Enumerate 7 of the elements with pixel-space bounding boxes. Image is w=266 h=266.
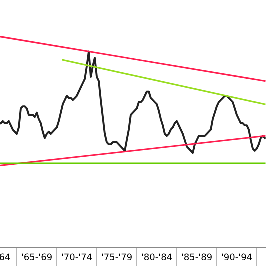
- x-tick-label: '90-'94: [222, 254, 252, 261]
- x-tick-label: '70-'74: [62, 254, 92, 261]
- x-tick-label: 64: [0, 254, 10, 261]
- x-tick-label: '85-'89: [182, 254, 212, 261]
- x-tick-label: '65-'69: [22, 254, 52, 261]
- x-tick-label: '75-'79: [102, 254, 132, 261]
- x-tick-label: '80-'84: [142, 254, 172, 261]
